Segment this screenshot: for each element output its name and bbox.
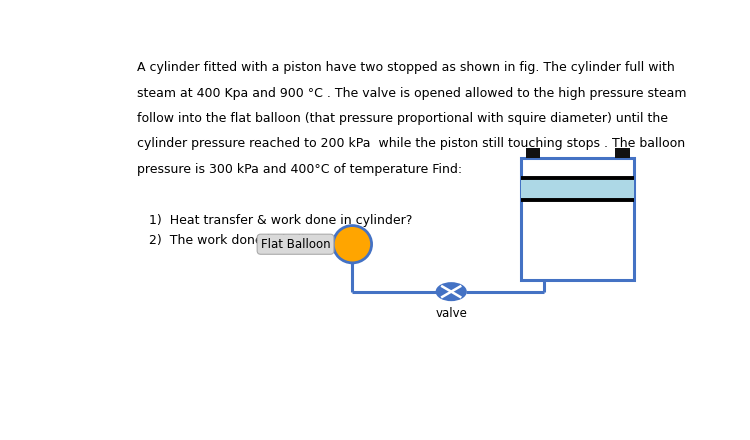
Circle shape [436,283,466,300]
Text: follow into the flat balloon (that pressure proportional with squire diameter) u: follow into the flat balloon (that press… [137,112,668,125]
Text: 1)  Heat transfer & work done in cylinder?: 1) Heat transfer & work done in cylinder… [149,214,412,227]
Bar [615,148,630,158]
Text: pressure is 300 kPa and 400°C of temperature Find:: pressure is 300 kPa and 400°C of tempera… [137,163,463,176]
Bar [526,148,540,158]
Text: 2)  The work done in balloon?: 2) The work done in balloon? [149,234,334,247]
Ellipse shape [333,226,371,263]
Text: A cylinder fitted with a piston have two stopped as shown in fig. The cylinder f: A cylinder fitted with a piston have two… [137,61,675,74]
Bar [521,158,634,280]
Text: cylinder pressure reached to 200 kPa  while the piston still touching stops . Th: cylinder pressure reached to 200 kPa whi… [137,137,686,150]
Bar [521,178,634,200]
Text: valve: valve [435,307,467,320]
Text: steam at 400 Kpa and 900 °C . The valve is opened allowed to the high pressure s: steam at 400 Kpa and 900 °C . The valve … [137,87,687,100]
Text: Flat Balloon: Flat Balloon [261,238,330,251]
